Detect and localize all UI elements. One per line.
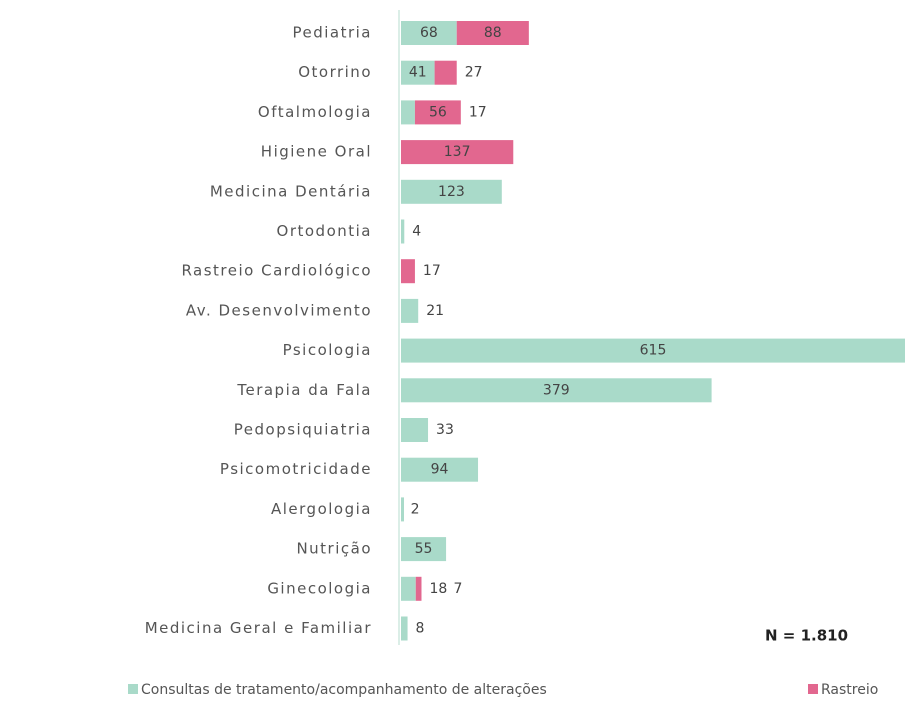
bar-segment bbox=[401, 179, 502, 204]
annotation: N = 1.810 bbox=[765, 627, 848, 645]
category-label: Otorrino bbox=[298, 63, 372, 81]
legend-swatch bbox=[128, 684, 138, 694]
value-label: 17 bbox=[469, 104, 487, 120]
value-label: 18 bbox=[429, 581, 447, 597]
bar-segment bbox=[401, 338, 905, 363]
bar-segment bbox=[415, 576, 422, 601]
value-label: 27 bbox=[465, 65, 483, 81]
value-label: 94 bbox=[431, 462, 449, 478]
value-label: 615 bbox=[640, 343, 667, 359]
category-label: Av. Desenvolvimento bbox=[186, 301, 372, 319]
category-label: Psicologia bbox=[283, 341, 372, 359]
legend-label: Rastreio bbox=[821, 682, 878, 698]
value-label: 17 bbox=[423, 263, 441, 279]
value-label: 21 bbox=[426, 303, 444, 319]
bar-segment bbox=[401, 219, 405, 244]
bar-segment bbox=[401, 418, 429, 442]
bar-segment bbox=[401, 60, 435, 85]
value-label: 2 bbox=[411, 501, 420, 517]
bar-segment bbox=[401, 100, 415, 125]
bar-segment bbox=[434, 60, 457, 85]
legend-label: Consultas de tratamento/acompanhamento d… bbox=[141, 682, 547, 698]
category-label: Medicina Geral e Familiar bbox=[145, 619, 372, 637]
value-label: 4 bbox=[412, 224, 421, 240]
category-label: Terapia da Fala bbox=[236, 381, 372, 399]
value-label: 7 bbox=[453, 581, 462, 597]
bar-segment bbox=[401, 140, 514, 165]
category-label: Psicomotricidade bbox=[220, 460, 372, 478]
category-label: Ortodontia bbox=[277, 222, 372, 240]
value-label: 33 bbox=[436, 422, 454, 438]
legend-swatch bbox=[808, 684, 818, 694]
value-label: 88 bbox=[484, 25, 502, 41]
category-label: Medicina Dentária bbox=[210, 182, 372, 200]
bar-segment bbox=[401, 378, 712, 403]
bar-segment bbox=[401, 576, 416, 601]
category-label: Rastreio Cardiológico bbox=[181, 262, 372, 280]
bar-segment bbox=[456, 21, 529, 45]
value-label: 137 bbox=[444, 144, 471, 160]
value-label: 41 bbox=[409, 65, 427, 81]
bar-segment bbox=[401, 497, 404, 522]
category-label: Alergologia bbox=[271, 500, 372, 518]
category-label: Higiene Oral bbox=[261, 143, 372, 161]
bar-segment bbox=[401, 616, 408, 641]
category-label: Pediatria bbox=[292, 24, 372, 42]
bar-segment bbox=[401, 259, 415, 284]
value-label: 123 bbox=[438, 184, 465, 200]
category-label: Pedopsiquiatria bbox=[234, 421, 372, 439]
bar-segment bbox=[401, 537, 447, 562]
value-label: 56 bbox=[429, 104, 447, 120]
category-label: Oftalmologia bbox=[258, 103, 372, 121]
category-label: Nutrição bbox=[296, 540, 372, 558]
category-label: Ginecologia bbox=[267, 579, 372, 597]
bar-segment bbox=[401, 457, 479, 482]
bar-segment bbox=[414, 100, 461, 125]
value-label: 379 bbox=[543, 382, 570, 398]
value-label: 68 bbox=[420, 25, 438, 41]
bar-segment bbox=[401, 298, 419, 323]
value-label: 55 bbox=[415, 541, 433, 557]
value-label: 8 bbox=[416, 621, 425, 637]
bar-segment bbox=[401, 21, 457, 45]
